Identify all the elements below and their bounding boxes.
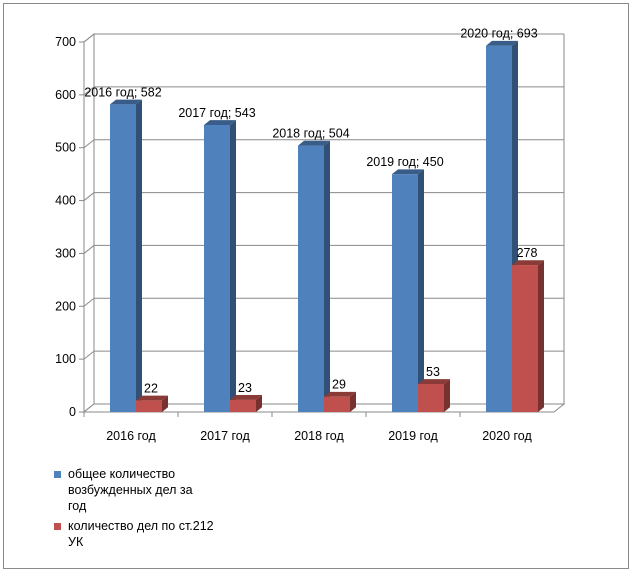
bar-side [350, 391, 356, 412]
data-label: 53 [426, 365, 440, 379]
y-tick-label: 200 [55, 299, 76, 313]
bar-side [444, 379, 450, 412]
bar [512, 265, 538, 412]
bar-top [204, 120, 236, 125]
bar-side [162, 395, 168, 412]
bar-top [512, 260, 544, 266]
data-label: 2019 год; 450 [366, 155, 443, 169]
bar-top [110, 99, 142, 105]
grid-diagonal [83, 86, 95, 96]
bar-top [418, 379, 450, 384]
x-tick-label: 2018 год [294, 429, 344, 443]
legend-label-212: количество дел по ст.212 УК [68, 519, 214, 549]
bar [298, 145, 324, 412]
bar-top [324, 391, 356, 397]
bar-top [136, 395, 168, 401]
data-label: 29 [332, 378, 346, 392]
data-label: 2018 год; 504 [272, 127, 349, 141]
legend-item-total: общее количество возбужденных дел за год [54, 466, 214, 514]
x-tick-label: 2019 год [388, 429, 438, 443]
grid-diagonal [83, 297, 95, 307]
x-tick-label: 2016 год [106, 429, 156, 443]
bar-side [230, 120, 236, 412]
bar-side [324, 140, 330, 413]
y-tick-label: 700 [55, 35, 76, 49]
y-tick-label: 500 [55, 141, 76, 155]
x-tick-label: 2020 год [482, 429, 532, 443]
bar [204, 124, 230, 412]
bar-top [230, 395, 262, 400]
data-label: 278 [517, 246, 538, 260]
bar [110, 104, 136, 412]
bar-top [298, 140, 330, 146]
grid-diagonal [83, 350, 95, 360]
grid-diagonal [83, 245, 95, 254]
grid-diagonal [83, 139, 95, 149]
y-tick-label: 0 [69, 405, 76, 419]
x-tick-label: 2017 год [200, 429, 250, 443]
bar-side [256, 395, 262, 412]
bar [324, 396, 350, 412]
bar-top [392, 169, 424, 175]
bar-top [486, 40, 518, 46]
y-tick-label: 100 [55, 352, 76, 366]
legend-item-212: количество дел по ст.212 УК [54, 518, 214, 550]
data-label: 23 [238, 381, 252, 395]
data-label: 2020 год; 693 [460, 27, 537, 41]
bar-side [418, 169, 424, 412]
legend-swatch-212 [54, 523, 61, 530]
y-tick-label: 300 [55, 246, 76, 260]
chart-legend: общее количество возбужденных дел за год… [54, 466, 214, 554]
bar-side [538, 260, 544, 412]
y-tick-label: 600 [55, 88, 76, 102]
bar [136, 400, 162, 412]
bar [486, 45, 512, 412]
y-tick-label: 400 [55, 194, 76, 208]
chart-frame: 0 100 200 300 400 500 600 700 2016 год 2016 год; … [3, 3, 629, 569]
data-label: 2016 год; 582 [84, 85, 161, 99]
data-label: 2017 год; 543 [178, 106, 255, 120]
grid-diagonal [83, 33, 95, 43]
bar-side [136, 99, 142, 413]
bar [418, 383, 444, 412]
grid-diagonal [83, 192, 95, 201]
data-label: 22 [144, 381, 158, 395]
bar [392, 174, 418, 412]
bar-chart: 0 100 200 300 400 500 600 700 2016 год 2016 год; … [55, 27, 566, 443]
legend-swatch-total [54, 471, 61, 478]
bar [230, 399, 256, 412]
legend-label-total: общее количество возбужденных дел за год [68, 467, 193, 513]
